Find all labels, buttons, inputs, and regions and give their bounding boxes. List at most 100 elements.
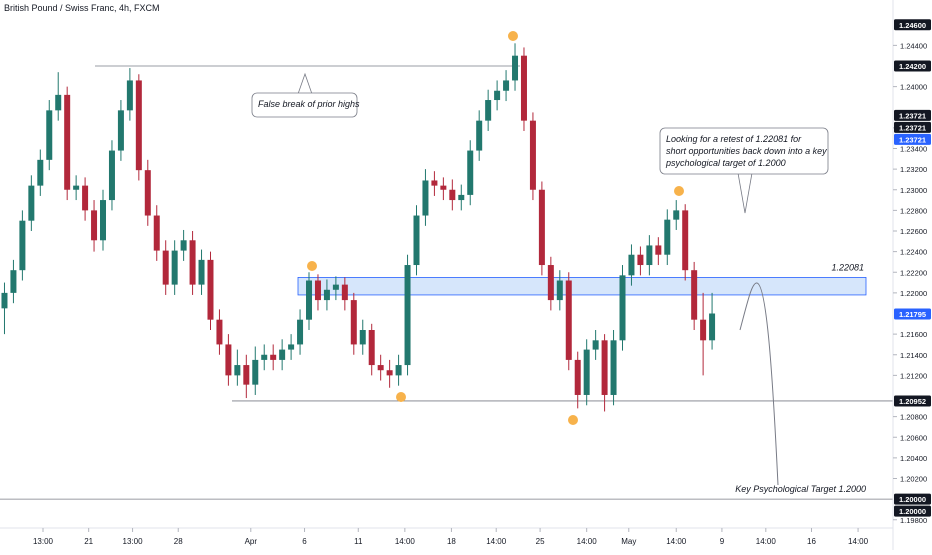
callout-text: Looking for a retest of 1.22081 for <box>666 134 802 144</box>
candle-body <box>100 200 107 241</box>
candle-body <box>368 330 375 366</box>
y-tick-label: 1.20400 <box>900 454 927 463</box>
candle-body <box>529 120 536 190</box>
pivot-marker <box>568 415 578 425</box>
candle-body <box>655 245 662 255</box>
price-marker-label: 1.23721 <box>899 123 926 132</box>
candle-body <box>91 210 98 241</box>
candle-body <box>386 370 393 376</box>
candle-body <box>144 170 151 216</box>
candle-body <box>126 80 133 111</box>
x-tick-label: 14:00 <box>756 537 777 546</box>
candle-body <box>46 110 53 160</box>
price-marker-label: 1.21795 <box>899 310 926 319</box>
candle-body <box>485 100 492 121</box>
candle-body <box>467 150 474 195</box>
zone-label: 1.22081 <box>831 262 864 272</box>
candle-body <box>395 365 402 376</box>
axes: 1.19800 1.20200 1.20400 1.20600 1.20800 1.212… <box>33 19 931 546</box>
price-marker <box>894 505 931 517</box>
candle-body <box>314 280 321 301</box>
price-marker <box>894 121 931 133</box>
candle-body <box>82 185 89 211</box>
pivot-marker <box>396 392 406 402</box>
y-tick-label: 1.21600 <box>900 330 927 339</box>
price-marker-label: 1.23721 <box>899 111 926 120</box>
price-marker-label: 1.20000 <box>899 507 926 516</box>
y-tick-label: 1.19800 <box>900 516 927 525</box>
candle-body <box>108 150 115 201</box>
price-marker-label: 1.20952 <box>899 397 926 406</box>
candle-body <box>494 90 501 101</box>
candle-body <box>332 284 339 290</box>
x-tick-label: 14:00 <box>395 537 416 546</box>
callout-text: False break of prior highs <box>258 99 360 109</box>
candle-body <box>171 250 178 285</box>
plot-area: 1.22081 False break of prior highs Looking… <box>0 31 893 500</box>
callout-box <box>659 127 829 175</box>
x-tick-label: 14:00 <box>848 537 869 546</box>
candle-body <box>153 215 160 251</box>
y-tick-label: 1.20200 <box>900 475 927 484</box>
y-tick-label: 1.22600 <box>900 227 927 236</box>
price-marker <box>894 395 931 407</box>
candle-body <box>297 319 304 345</box>
callout-text: psychological target of 1.2000 <box>665 158 786 168</box>
candle-body <box>28 185 35 221</box>
x-tick-label: 14:00 <box>666 537 687 546</box>
y-tick-label: 1.24000 <box>900 83 927 92</box>
candle-body <box>64 94 71 190</box>
candle-body <box>610 340 617 395</box>
candle-body <box>431 180 438 186</box>
x-tick-label: 18 <box>447 537 456 546</box>
candle-body <box>512 55 519 81</box>
candle-body <box>673 210 680 220</box>
candle-body <box>207 259 214 320</box>
price-marker-label: 1.23721 <box>899 135 926 144</box>
pivot-marker <box>674 186 684 196</box>
candle-body <box>270 354 277 360</box>
price-marker <box>894 133 931 145</box>
projection-curve <box>739 282 779 486</box>
x-tick-label: 9 <box>720 537 725 546</box>
candle-body <box>709 313 716 341</box>
candle-body <box>619 275 626 341</box>
candle-body <box>458 194 465 201</box>
candle-body <box>646 245 653 266</box>
price-marker-label: 1.24600 <box>899 21 926 30</box>
candle-body <box>252 359 259 385</box>
candle-body <box>216 319 223 345</box>
x-tick-label: 14:00 <box>577 537 598 546</box>
target-label: Key Psychological Target 1.2000 <box>735 484 866 494</box>
y-tick-label: 1.22400 <box>900 248 927 257</box>
price-marker <box>894 19 931 31</box>
x-tick-label: 6 <box>302 537 307 546</box>
candle-body <box>189 240 196 285</box>
candle-body <box>538 189 545 266</box>
candle-body <box>162 250 169 285</box>
candle-body <box>10 270 17 293</box>
y-tick-label: 1.20800 <box>900 413 927 422</box>
candle-body <box>243 365 250 385</box>
candle-body <box>288 344 295 350</box>
resistance-zone <box>297 277 867 296</box>
price-marker <box>894 493 931 505</box>
candle-body <box>700 319 707 341</box>
candle-body <box>556 280 563 301</box>
candle-body <box>476 120 483 151</box>
candle-body <box>377 365 384 371</box>
price-marker-label: 1.24200 <box>899 62 926 71</box>
y-tick-label: 1.23000 <box>900 186 927 195</box>
price-marker <box>894 109 931 121</box>
callout-pointer <box>297 72 313 95</box>
candle-body <box>234 365 241 376</box>
price-axis <box>893 0 932 550</box>
callout-pointer <box>737 172 753 214</box>
y-tick-label: 1.21200 <box>900 371 927 380</box>
candle-body <box>135 80 142 171</box>
candle-body <box>19 220 26 271</box>
candle-body <box>422 180 429 216</box>
candle-body <box>73 185 80 190</box>
x-tick-label: 13:00 <box>33 537 54 546</box>
